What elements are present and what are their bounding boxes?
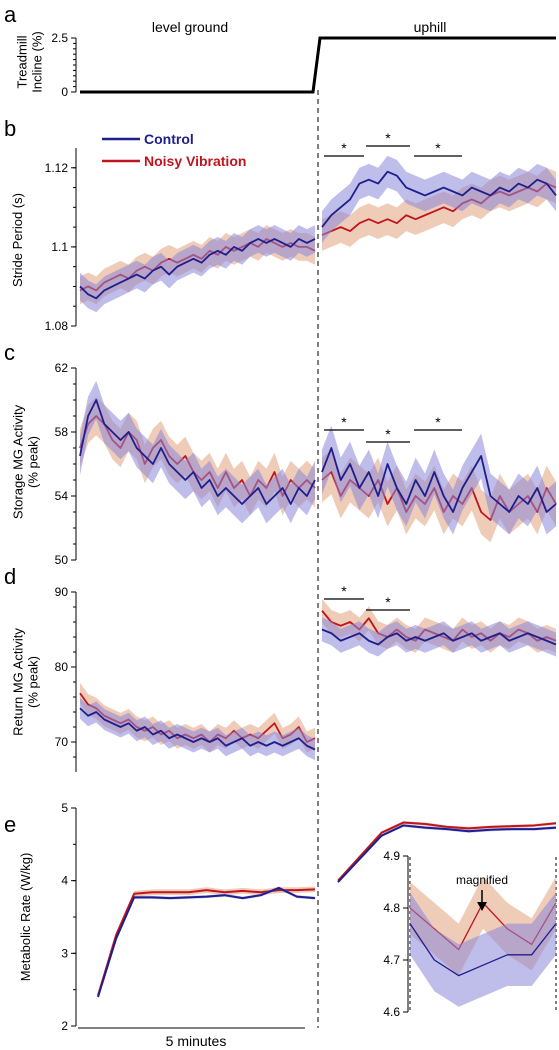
legend-label-control: Control (144, 131, 194, 147)
panel-e-noisy-uphill-line (337, 821, 557, 882)
panel-d-ylabel-line: (% peak) (26, 656, 41, 708)
inset-control-error-band (410, 892, 556, 1007)
panel-b-control-level-line (79, 238, 316, 300)
panel-b-ylabel: Stride Period (s) (10, 193, 25, 287)
section-label-level: level ground (152, 19, 228, 35)
panel-b-y-tick-label: 1.12 (45, 161, 69, 175)
panel-d-y-tick-label: 70 (55, 735, 69, 749)
panel-c-control-level-line (79, 399, 316, 505)
inset-y-tick-label: 4.9 (383, 849, 400, 863)
panel-e-ylabel-line: Metabolic Rate (W/kg) (18, 853, 33, 982)
panel-c-control-level-error-band (80, 380, 315, 524)
panel-letter-a: a (4, 2, 17, 27)
panel-a-ylabel-line: Treadmill (15, 35, 30, 88)
panel-e-control-uphill-error-band (338, 823, 556, 884)
panel-b-significance-1-star: * (385, 130, 391, 146)
panel-d-significance-1-star: * (385, 594, 391, 610)
panel-e-y-tick-label: 4 (61, 874, 68, 888)
inset-annotation: magnified (456, 873, 508, 887)
panel-c-y-tick-label: 58 (55, 425, 69, 439)
panel-c-significance-2-star: * (435, 414, 441, 430)
panel-a-ylabel-line: Incline (%) (30, 31, 45, 92)
panel-letter-b: b (4, 116, 16, 141)
panel-letter-e: e (4, 812, 16, 837)
legend-label-noisy: Noisy Vibration (144, 153, 246, 169)
panel-a-y-tick-label: 0 (61, 85, 68, 99)
panel-b-control-uphill-error-band (322, 155, 556, 243)
panel-c-control-uphill-line (321, 447, 557, 513)
panel-c-significance-0-star: * (341, 414, 347, 430)
panel-d-y-tick-label: 90 (55, 585, 69, 599)
panel-c-significance-1-star: * (385, 426, 391, 442)
panel-b-y-tick-label: 1.08 (45, 319, 69, 333)
panel-e-control-uphill-line (337, 824, 557, 883)
section-label-uphill: uphill (414, 19, 447, 35)
inset-y-tick-label: 4.7 (383, 953, 400, 967)
panel-a-ylabel: Treadmill Incline (%) (15, 31, 45, 92)
panel-b-significance-0-star: * (341, 140, 347, 156)
panel-b-ylabel-line: Stride Period (s) (10, 193, 25, 287)
panel-e-y-tick-label: 3 (61, 946, 68, 960)
panel-a-y-tick-label: 2.5 (51, 31, 68, 45)
panel-b-significance-2-star: * (435, 140, 441, 156)
panel-e-control-level-line (97, 886, 316, 998)
panel-d-y-tick-label: 80 (55, 660, 69, 674)
panel-c-ylabel-line: (% peak) (26, 436, 41, 488)
panel-d-significance-0-star: * (341, 583, 347, 599)
inset-y-tick-label: 4.8 (383, 901, 400, 915)
panel-d-control-uphill-line (321, 628, 557, 646)
panel-c-ylabel: Storage MG Activity (% peak) (11, 404, 41, 519)
panel-letter-d: d (4, 564, 16, 589)
panel-e-y-tick-label: 2 (61, 1019, 68, 1033)
inset-y-tick-label: 4.6 (383, 1005, 400, 1019)
panel-d-control-level-line (79, 707, 316, 751)
panel-b-control-uphill-line (321, 170, 557, 228)
x-axis-label: 5 minutes (166, 1033, 227, 1049)
panel-c-y-tick-label: 62 (55, 361, 69, 375)
panel-b-control-level-error-band (80, 225, 315, 313)
panel-e-ylabel: Metabolic Rate (W/kg) (18, 853, 33, 982)
panel-c-control-uphill-error-band (322, 425, 556, 535)
legend: Control Noisy Vibration (102, 131, 246, 169)
panel-d-control-uphill-error-band (322, 617, 556, 657)
panel-e-y-tick-label: 5 (61, 801, 68, 815)
panel-b-y-tick-label: 1.1 (51, 240, 68, 254)
panel-letter-c: c (4, 340, 15, 365)
panel-d-ylabel: Return MG Activity (% peak) (11, 628, 41, 736)
inset-arrow-head (477, 902, 487, 911)
panel-d-control-level-error-band (80, 697, 315, 760)
panel-c-ylabel-line: Storage MG Activity (11, 404, 26, 519)
panel-c-y-tick-label: 50 (55, 553, 69, 567)
panel-d-ylabel-line: Return MG Activity (11, 628, 26, 736)
panel-a-incline-line (80, 36, 556, 94)
panel-c-y-tick-label: 54 (55, 489, 69, 503)
